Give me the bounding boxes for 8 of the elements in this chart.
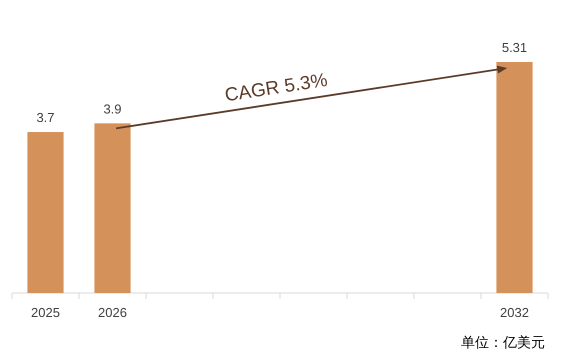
annotation: CAGR 5.3%: [223, 70, 329, 106]
data-label: 3.9: [103, 101, 122, 116]
x-tick-label: 2025: [31, 305, 60, 320]
x-tick-label: 2026: [98, 305, 127, 320]
data-label: 5.31: [502, 40, 528, 55]
data-label: 3.7: [36, 110, 55, 126]
x-tick-label: 2032: [500, 305, 529, 320]
text: 单位：亿美元: [461, 334, 545, 350]
